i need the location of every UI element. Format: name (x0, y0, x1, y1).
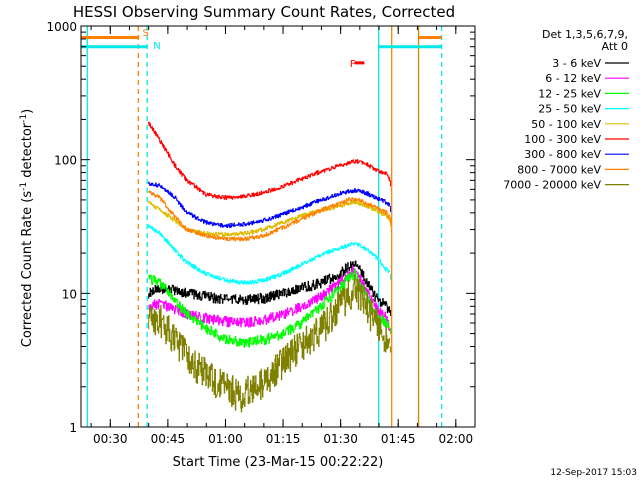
legend-label: 7000 - 20000 keV (503, 179, 601, 192)
x-tick-label: 01:30 (323, 432, 358, 446)
legend-label: 100 - 300 keV (524, 133, 601, 146)
annotation-n: N (153, 41, 160, 52)
plot-axes: 00:30 00:45 01:00 01:15 01:30 01:45 02:00 1 10 10… (46, 20, 476, 446)
y-axis-label: Corrected Count Rate (s-1 detector-1) (19, 109, 35, 347)
chart-title: HESSI Observing Summary Count Rates, Cor… (73, 3, 455, 21)
y-tick-label: 100 (54, 154, 77, 168)
y-tick-label: 1 (69, 421, 77, 435)
legend-header: Att 0 (602, 40, 628, 53)
vertical-markers (81, 26, 443, 427)
x-tick-label: 00:45 (151, 432, 186, 446)
y-tick-label: 10 (62, 287, 77, 301)
series-line-7 (148, 190, 391, 242)
series-line-5 (148, 121, 391, 201)
legend: Det 1,3,5,6,7,9,Att 03 - 6 keV 6 - 12 keV… (503, 28, 629, 192)
x-tick-label: 02:00 (439, 432, 474, 446)
x-tick-label: 01:15 (266, 432, 301, 446)
series-line-0 (148, 260, 391, 314)
legend-label: 50 - 100 keV (531, 118, 601, 131)
series-line-6 (148, 181, 391, 228)
legend-label: 3 - 6 keV (552, 57, 601, 70)
x-tick-label: 01:00 (208, 432, 243, 446)
x-tick-label: 00:30 (93, 432, 128, 446)
series-line-2 (148, 269, 391, 348)
legend-header: Det 1,3,5,6,7,9, (542, 28, 628, 41)
y-tick-label: 1000 (46, 20, 77, 34)
series-line-8 (148, 274, 391, 413)
timestamp: 12-Sep-2017 15:03 (550, 468, 637, 478)
annotations: SN F (143, 28, 365, 70)
legend-label: 12 - 25 keV (538, 87, 601, 100)
annotation-f: F (350, 59, 356, 70)
x-axis-label: Start Time (23-Mar-15 00:22:22) (173, 455, 384, 470)
plot-frame (80, 25, 476, 428)
legend-label: 800 - 7000 keV (517, 163, 601, 176)
legend-label: 6 - 12 keV (545, 72, 601, 85)
legend-label: 25 - 50 keV (538, 103, 601, 116)
annotation-s: S (143, 28, 149, 39)
legend-label: 300 - 800 keV (524, 148, 601, 161)
series-line-3 (148, 224, 391, 285)
series-lines (148, 121, 392, 413)
x-tick-label: 01:45 (381, 432, 416, 446)
